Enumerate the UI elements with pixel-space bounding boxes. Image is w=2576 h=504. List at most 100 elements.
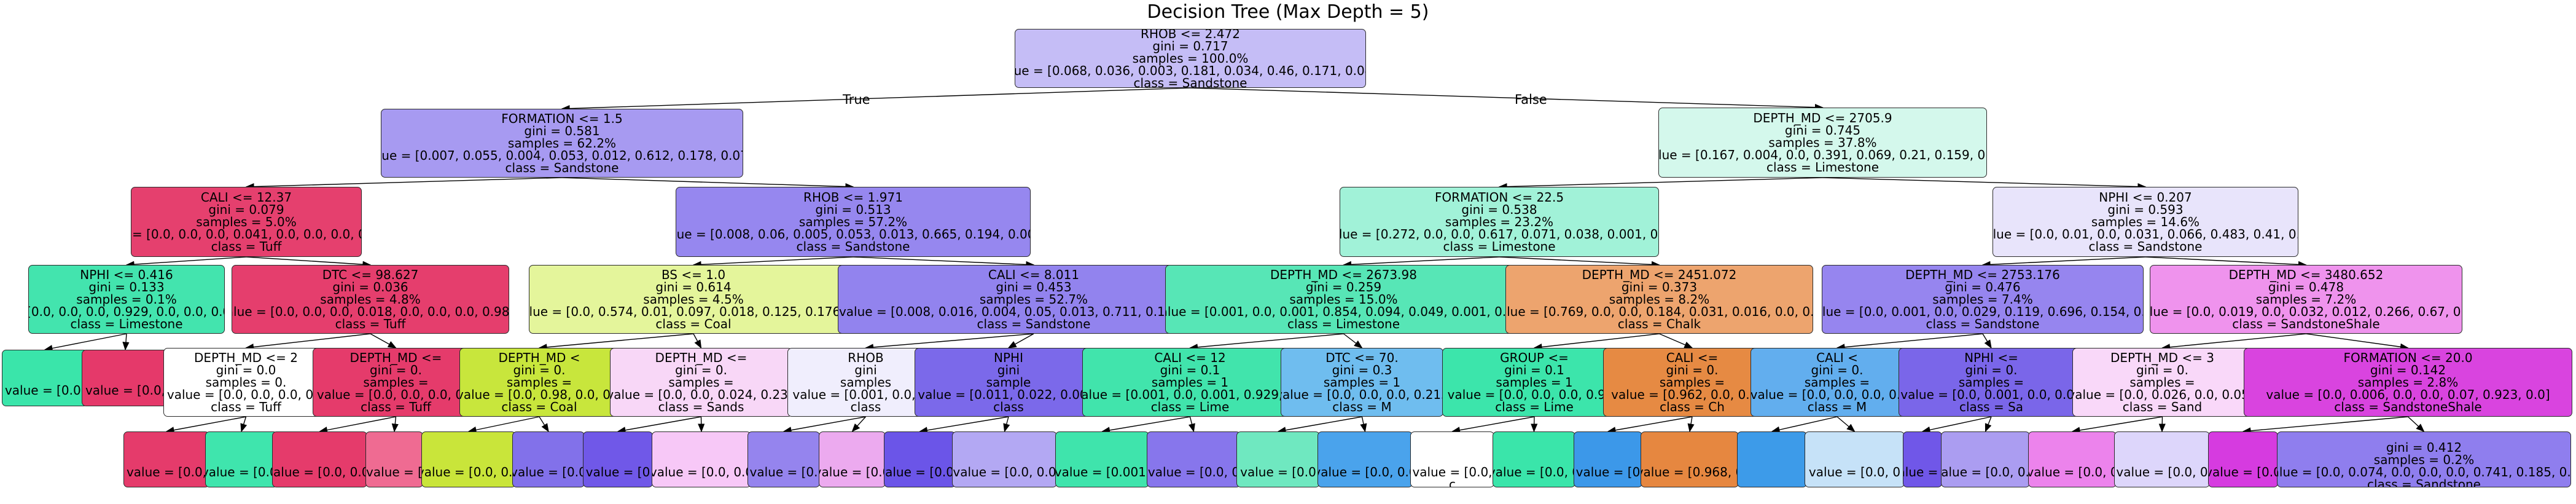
- node-line: RHOB <= 2.472: [1141, 29, 1240, 41]
- node-line: [2160, 478, 2164, 487]
- node-line: value = [0.0, 0.0, 0.0, 0.5: [166, 387, 326, 402]
- edge-n26-l18: [1607, 416, 1693, 434]
- tree-node: DEPTH_MD <= 2 gini = 0.0 samples = 0. value…: [163, 348, 329, 417]
- node-line: value = [0: [1903, 464, 1942, 479]
- node-line: [123, 396, 127, 406]
- edge-n2-n6: [1822, 177, 2147, 191]
- tree-node: value = [0.0,: [205, 431, 278, 487]
- tree-node: value = [0.0: [819, 431, 886, 487]
- node-line: value = [0.0: [1240, 464, 1316, 479]
- node-line: CALI <=: [1666, 350, 1719, 365]
- edge-n24-l14: [1277, 416, 1362, 434]
- edge-n27-l20: [1771, 416, 1838, 433]
- tree-node: CALI < gini = 0. samples = value = [0.0, 0.…: [1751, 348, 1924, 417]
- node-line: value = [0.0, 0.0, 0.0, 0.0: [316, 387, 475, 402]
- node-line: [1276, 454, 1280, 466]
- node-line: FORMATION <= 22.5: [1434, 190, 1564, 205]
- tree-node: value = [: [365, 431, 423, 487]
- edge-n27-l21: [1836, 416, 1856, 432]
- node-line: value = [0.011, 0.022, 0.006,: [918, 387, 1099, 402]
- node-line: [123, 372, 127, 384]
- tree-node: value = [0.: [747, 431, 820, 487]
- node-line: [318, 441, 321, 454]
- node-line: NPHI: [994, 350, 1023, 365]
- node-line: GROUP <=: [1500, 350, 1569, 365]
- node-line: gini: [997, 363, 1020, 377]
- tree-node: value = [0.0, 0.9: [421, 431, 516, 487]
- node-line: samples = 0.: [205, 375, 287, 390]
- node-line: [1002, 454, 1006, 466]
- node-line: [1363, 441, 1367, 454]
- node-line: samples = 8.2%: [1609, 292, 1710, 307]
- node-line: class = Sandstone: [977, 317, 1091, 331]
- tree-node: DEPTH_MD <= gini = 0. samples = value = [0.…: [610, 348, 792, 417]
- node-line: value = [0.0, 0.01, 0.0, 0.031, 0.066, 0…: [1992, 227, 2298, 242]
- node-line: samples = 1: [1323, 375, 1401, 390]
- node-line: class = Sandstone: [2367, 476, 2481, 487]
- tree-node: DEPTH_MD <= gini = 0. samples = value = [0.…: [313, 348, 479, 417]
- node-line: NPHI <=: [1964, 350, 2018, 365]
- node-line: [547, 454, 550, 466]
- edge-n24-l15: [1360, 416, 1367, 433]
- node-line: samples = 0.2%: [2373, 452, 2475, 467]
- node-line: [782, 441, 786, 454]
- node-line: class: [850, 400, 881, 414]
- node-line: class = Tuff: [335, 317, 406, 331]
- node-line: [1606, 454, 1610, 466]
- tree-node: DEPTH_MD <= 2705.9 gini = 0.745 samples = …: [1658, 108, 1987, 178]
- tree-node: FORMATION <= 1.5 gini = 0.581 samples = 62…: [381, 109, 743, 178]
- node-line: samples =: [1804, 375, 1870, 390]
- tree-node: DEPTH_MD <= 3480.652 gini = 0.478 samples …: [2150, 265, 2462, 334]
- node-line: samples = 15.0%: [1289, 292, 1398, 307]
- edge-n20-l7: [698, 416, 705, 433]
- node-line: value = [0.0, 0.0, 0.0, 0.918: [1447, 387, 1622, 402]
- tree-node: value = [0.0, 0.0: [652, 431, 751, 487]
- node-line: [850, 454, 854, 466]
- node-line: gini = 0.133: [88, 280, 165, 294]
- tree-node: value = [0.0, 0.0: [952, 431, 1057, 487]
- node-line: [918, 478, 921, 487]
- node-line: value = [0.0, 0.574, 0.01, 0.097, 0.018,…: [529, 304, 858, 319]
- node-line: gini = 0.1: [1160, 363, 1220, 377]
- node-line: value = [: [366, 464, 423, 479]
- node-line: [2241, 441, 2245, 454]
- edge-n8-n17: [245, 333, 371, 351]
- node-line: NPHI <= 0.207: [2099, 190, 2192, 205]
- node-line: samples = 100.0%: [1132, 51, 1249, 66]
- node-line: [918, 454, 921, 466]
- tree-node: [1737, 431, 1807, 487]
- edge-n23-l13: [1188, 416, 1195, 433]
- node-line: gini = 0.453: [996, 280, 1072, 294]
- node-line: value = [0.0, 0.001, 0.0, 0.02: [1900, 387, 2082, 402]
- node-line: c: [1449, 476, 1456, 487]
- edge-n4-n10: [853, 256, 1035, 269]
- node-line: [1100, 478, 1104, 487]
- node-line: [1770, 441, 1774, 454]
- node-line: gini = 0.036: [332, 280, 408, 294]
- node-line: gini: [854, 363, 877, 377]
- node-line: [1002, 441, 1006, 454]
- node-line: [1450, 454, 1454, 466]
- node-line: gini = 0.142: [2370, 363, 2446, 377]
- tree-node: DTC <= 98.627 gini = 0.036 samples = 4.8% v…: [232, 265, 509, 334]
- node-line: [616, 478, 620, 487]
- node-line: [392, 454, 396, 466]
- tree-node: RHOB <= 2.472 gini = 0.717 samples = 100.0…: [1015, 29, 1366, 88]
- node-line: gini = 0.478: [2268, 280, 2344, 294]
- edge-n12-n26: [1659, 333, 1693, 348]
- edge-n13-n27: [1836, 333, 1983, 351]
- node-line: [1363, 478, 1367, 487]
- node-line: samples = 1: [1151, 375, 1229, 390]
- node-line: value = [0.007, 0.055, 0.004, 0.053, 0.0…: [381, 148, 743, 163]
- edge-n5-n12: [1499, 256, 1660, 268]
- node-line: value = [0.0, 0.006, 0.0, 0.0, 0.07, 0.9…: [2266, 387, 2550, 402]
- edge-n10-n22: [1007, 333, 1034, 348]
- node-line: samples =: [1958, 375, 2024, 390]
- node-line: class = Lime: [1150, 400, 1230, 414]
- node-line: value = [0.0, 0.0: [953, 464, 1056, 479]
- node-line: [782, 454, 786, 466]
- node-line: samples = 5.0%: [196, 215, 297, 229]
- tree-node: DEPTH_MD <= 3 gini = 0. samples = value = […: [2072, 348, 2252, 417]
- tree-node: value = [0.968, 0: [1641, 431, 1739, 487]
- node-line: [1688, 454, 1692, 466]
